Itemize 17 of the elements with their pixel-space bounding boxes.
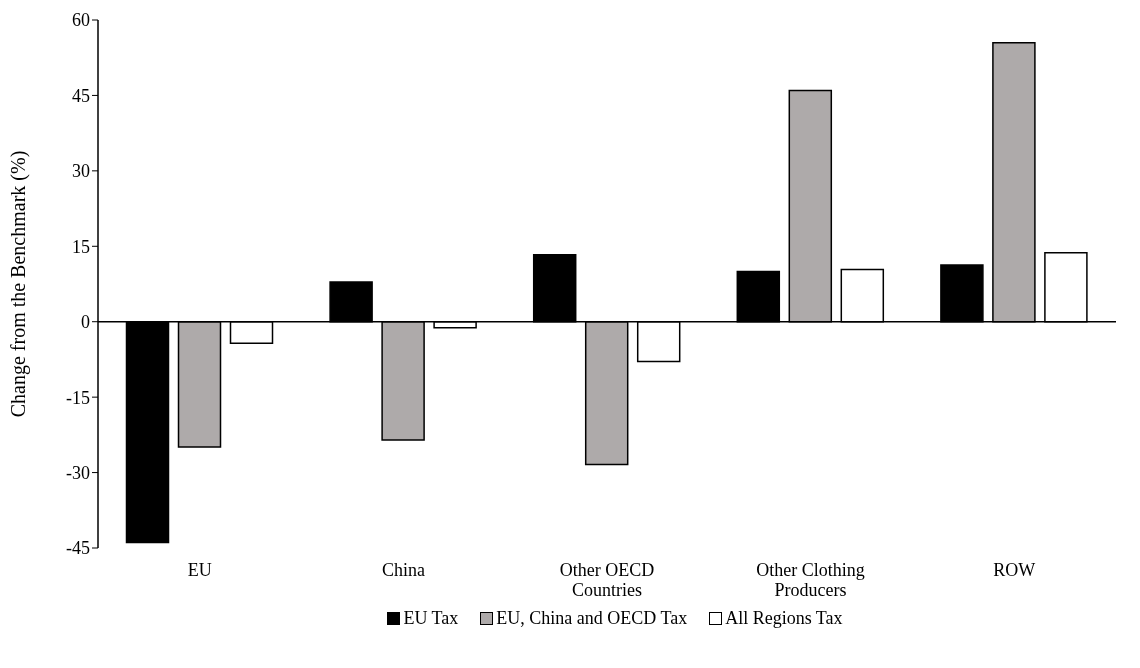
- y-tick-label: 15: [72, 236, 90, 257]
- y-tick-label: 0: [81, 312, 90, 333]
- y-tick-label: -30: [66, 462, 90, 483]
- y-axis-title: Change from the Benchmark (%): [7, 150, 31, 418]
- y-tick-label: 60: [72, 10, 90, 31]
- legend-label: EU Tax: [403, 608, 459, 629]
- y-tick-label: -15: [66, 387, 90, 408]
- legend-label: All Regions Tax: [725, 608, 843, 629]
- x-tick-label: Other Clothing Producers: [756, 560, 865, 600]
- legend-label: EU, China and OECD Tax: [496, 608, 688, 629]
- x-tick-label: ROW: [993, 560, 1036, 580]
- x-tick-label: EU: [187, 560, 212, 580]
- x-tick-label: China: [381, 560, 425, 580]
- x-tick-label: Other OECD Countries: [559, 560, 655, 600]
- y-tick-label: 45: [72, 85, 90, 106]
- y-tick-label: 30: [72, 161, 90, 182]
- y-tick-label: -45: [66, 538, 90, 559]
